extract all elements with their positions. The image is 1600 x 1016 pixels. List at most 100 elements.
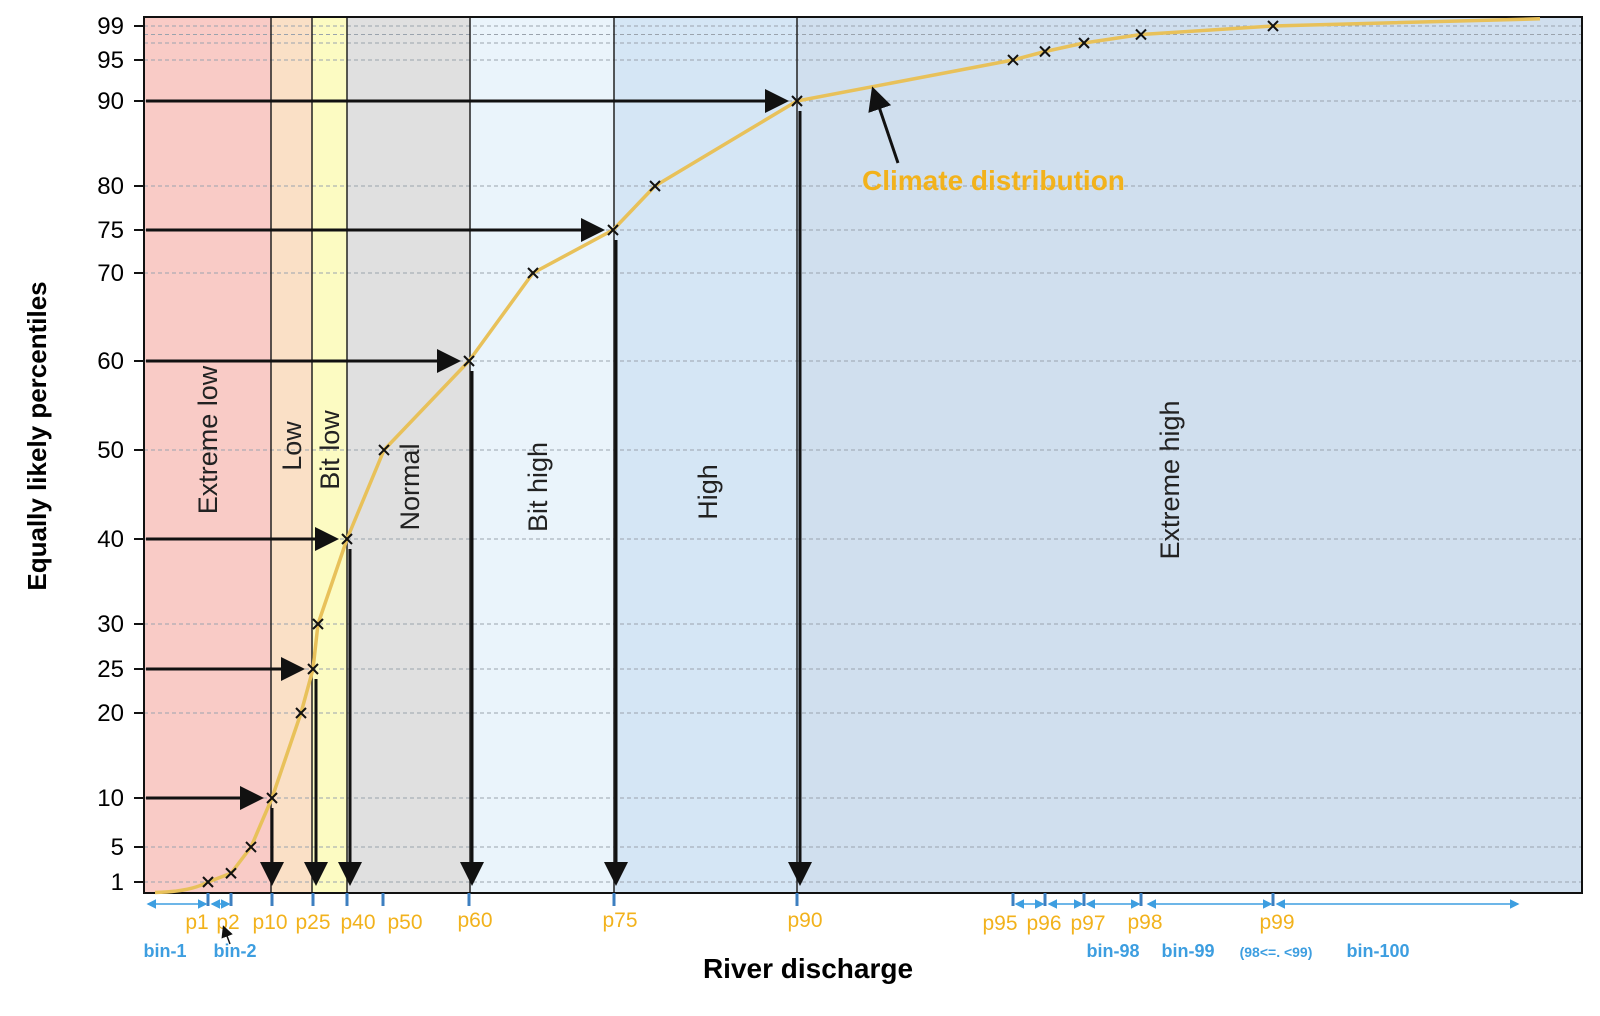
category-band <box>312 17 347 893</box>
marker-stroke <box>225 867 237 879</box>
curve-to-axis-arrows <box>260 111 812 886</box>
category-band <box>797 17 1582 893</box>
category-bands <box>144 17 1582 893</box>
category-label: Normal <box>395 443 425 530</box>
y-tick-label: 5 <box>111 834 124 861</box>
y-tick-label: 10 <box>97 785 124 812</box>
y-tick-label: 80 <box>97 173 124 200</box>
y-tick-label: 95 <box>97 47 124 74</box>
marker-stroke <box>463 355 475 367</box>
y-tick-label: 40 <box>97 526 124 553</box>
percentile-label: p1 <box>185 911 208 934</box>
y-tick-label: 70 <box>97 260 124 287</box>
marker-stroke <box>307 663 319 675</box>
curve-marker <box>341 533 353 545</box>
climate-distribution-curve <box>154 17 1541 895</box>
y-tick-label: 60 <box>97 348 124 375</box>
marker-stroke <box>1078 37 1090 49</box>
percentile-label: p2 <box>216 911 239 934</box>
y-tick-label: 30 <box>97 611 124 638</box>
y-tick-label: 25 <box>97 656 124 683</box>
y-axis-label: Equally likely percentiles <box>22 281 52 590</box>
curve-marker <box>378 444 390 456</box>
band-boundaries <box>270 17 798 893</box>
marker-stroke <box>245 841 257 853</box>
bin-label: bin-2 <box>214 941 257 961</box>
y-tick-label: 90 <box>97 88 124 115</box>
bin-labels: bin-1 bin-2 bin-98 bin-99 (98<=. <99) bin-100 <box>144 941 1410 961</box>
curve-marker <box>1267 20 1279 32</box>
curve-markers <box>202 20 1279 888</box>
bin-label: (98<=. <99) <box>1240 944 1313 960</box>
percentile-label: p96 <box>1026 912 1061 935</box>
marker-stroke <box>1039 45 1051 58</box>
curve-marker <box>295 707 307 719</box>
marker-stroke <box>791 95 803 107</box>
category-label: Bit high <box>523 442 553 532</box>
marker-stroke <box>1007 54 1019 66</box>
x-axis-label: River discharge <box>703 953 913 984</box>
marker-stroke <box>266 792 278 804</box>
category-band <box>271 17 312 893</box>
category-label: Extreme low <box>193 365 223 514</box>
curve-label: Climate distribution <box>862 165 1125 196</box>
percentile-label: p98 <box>1127 911 1162 934</box>
percentile-to-curve-arrows <box>146 89 789 810</box>
curve-marker <box>607 224 619 236</box>
percentile-label: p50 <box>387 911 422 934</box>
bin-label: bin-99 <box>1161 941 1214 961</box>
category-labels: Extreme low Low Bit low Normal Bit high High E… <box>193 365 1185 559</box>
curve-marker <box>225 867 237 879</box>
category-label: Bit low <box>315 410 345 490</box>
percentile-label: p99 <box>1259 911 1294 934</box>
plot-frame <box>143 16 1583 894</box>
category-label: Low <box>277 421 307 471</box>
curve-marker <box>202 876 214 888</box>
bin-label: bin-98 <box>1086 941 1139 961</box>
percentile-label: p40 <box>340 911 375 934</box>
curve-marker <box>527 267 539 279</box>
curve-marker <box>312 618 324 630</box>
curve-marker <box>1039 45 1051 58</box>
y-tick-label: 50 <box>97 437 124 464</box>
x-axis-ticks <box>206 893 1275 906</box>
curve-label-pointer <box>868 86 900 164</box>
percentile-label: p97 <box>1070 912 1105 935</box>
curve-marker <box>245 841 257 853</box>
marker-stroke <box>295 707 307 719</box>
y-tick-label: 75 <box>97 217 124 244</box>
marker-stroke <box>1267 20 1279 32</box>
marker-stroke <box>341 533 353 545</box>
curve-marker <box>1007 54 1019 66</box>
y-axis-ticks: 1 5 10 20 25 30 40 50 60 70 75 80 90 95 99 <box>97 13 144 896</box>
category-band <box>347 17 470 893</box>
percentile-label: p95 <box>982 912 1017 935</box>
curve-marker <box>791 95 803 107</box>
bin-2-pointer <box>221 925 233 945</box>
percentile-label: p25 <box>295 911 330 934</box>
bin-label: bin-1 <box>144 941 187 961</box>
category-band <box>614 17 797 893</box>
bin-label: bin-100 <box>1346 941 1409 961</box>
y-tick-label: 1 <box>111 869 124 896</box>
category-label: High <box>693 464 723 520</box>
bin-arrows <box>146 899 1520 945</box>
curve-marker <box>1135 28 1147 41</box>
marker-stroke <box>378 444 390 456</box>
percentile-label: p10 <box>252 911 287 934</box>
percentile-label: p90 <box>787 909 822 932</box>
category-label: Extreme high <box>1155 400 1185 559</box>
marker-stroke <box>649 180 661 192</box>
percentile-labels: p1 p2 p10 p25 p40 p50 p60 p75 p90 p95 p96 p97 p98 p99 <box>185 909 1294 935</box>
curve-marker <box>649 180 661 192</box>
percentile-label: p75 <box>602 909 637 932</box>
marker-stroke <box>1135 28 1147 41</box>
curve-marker <box>307 663 319 675</box>
category-band <box>144 17 271 893</box>
curve-marker <box>266 792 278 804</box>
marker-stroke <box>527 267 539 279</box>
y-tick-label: 99 <box>97 13 124 40</box>
marker-stroke <box>607 224 619 236</box>
percentile-label: p60 <box>457 909 492 932</box>
